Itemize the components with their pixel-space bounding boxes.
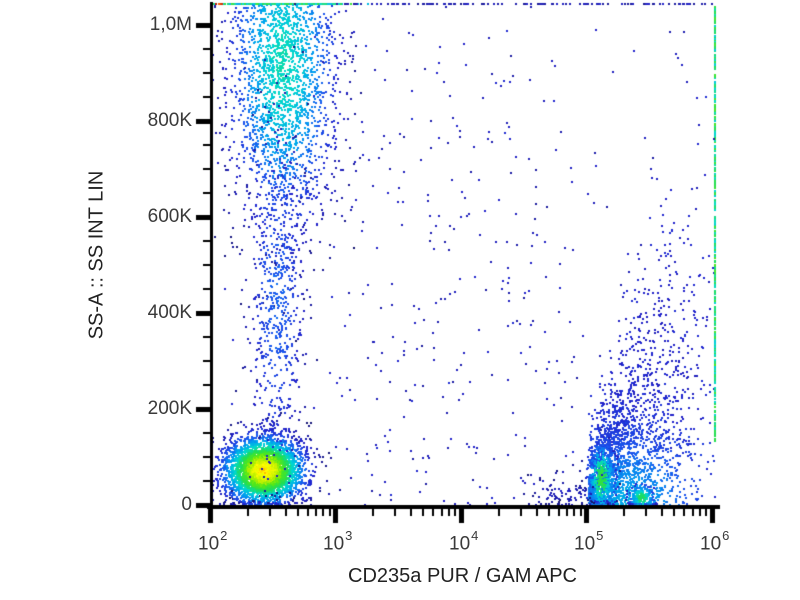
- y-tick-label: 600K: [147, 206, 192, 227]
- x-tick-label: 102: [198, 528, 228, 555]
- x-tick-label: 105: [574, 528, 604, 555]
- y-tick-label: 800K: [147, 110, 192, 131]
- x-tick-label: 103: [323, 528, 353, 555]
- y-axis-title: SS-A :: SS INT LIN: [85, 170, 108, 340]
- y-tick-label: 1,0M: [149, 14, 192, 35]
- y-tick-label: 0: [181, 494, 192, 515]
- x-tick-label: 104: [449, 528, 479, 555]
- y-tick-label: 200K: [147, 398, 192, 419]
- x-axis-title: CD235a PUR / GAM APC: [348, 565, 577, 587]
- y-tick-label: 400K: [147, 302, 192, 323]
- x-tick-label: 106: [700, 528, 730, 555]
